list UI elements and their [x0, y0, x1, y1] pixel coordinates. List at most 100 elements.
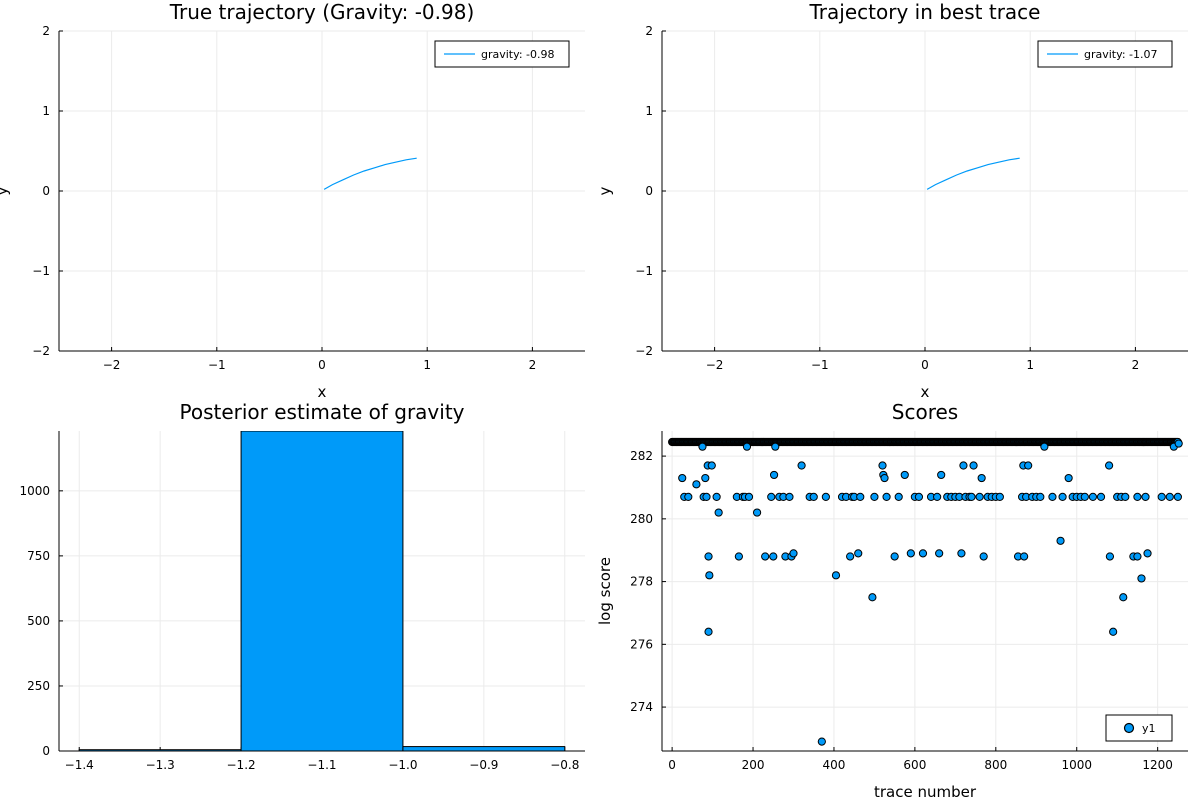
chart-panel-4: 0 200 400 600 800 1000 1200 274 276 278 280 282 Scor…: [596, 400, 1188, 800]
scatter-point: [712, 492, 721, 501]
y-tick-label: 278: [630, 575, 653, 589]
scatter-point: [906, 549, 915, 558]
scatter-point: [1105, 552, 1115, 561]
x-tick-label: 2: [1132, 358, 1140, 372]
scatter-point: [870, 492, 879, 501]
scatter-point: [878, 461, 887, 470]
scatter-point: [705, 571, 714, 580]
legend-box: [1105, 714, 1173, 742]
x-tick-label: 0: [668, 758, 676, 772]
scatter-point: [742, 442, 752, 451]
plot-area: [323, 157, 417, 190]
chart-title: Trajectory in best trace: [809, 0, 1041, 24]
scatter-point: [1165, 492, 1174, 501]
scatter-point: [797, 461, 806, 470]
scatter-point: [969, 461, 978, 470]
scatter-point: [846, 552, 855, 561]
scatter-point: [900, 470, 909, 480]
y-tick-label: 750: [27, 549, 50, 563]
x-tick-label: −1: [811, 358, 829, 372]
y-tick-label: 0: [42, 184, 50, 198]
scatter-point: [1088, 492, 1098, 501]
x-axis-label: x: [318, 383, 327, 401]
legend-label: gravity: -1.07: [1084, 48, 1158, 61]
scatter-point: [995, 492, 1004, 501]
scatter-point: [979, 552, 988, 561]
x-tick-label: 1200: [1142, 758, 1173, 772]
scatter-point: [894, 492, 903, 501]
x-tick-label: 600: [903, 758, 926, 772]
x-tick-label: −1: [208, 358, 226, 372]
scatter-point: [957, 549, 966, 558]
series-line: [323, 157, 417, 190]
x-tick-label: 800: [984, 758, 1007, 772]
scatter-point: [1105, 461, 1114, 470]
chart-title: True trajectory (Gravity: -0.98): [169, 0, 475, 24]
y-tick-label: 0: [42, 744, 50, 758]
chart-panel-1: −2 −1 0 1 2 −2 −1 0 1 2 True trajectory (Gravity: …: [0, 0, 585, 401]
x-tick-label: 2: [529, 358, 537, 372]
scatter-point: [1119, 593, 1128, 602]
scatter-point: [977, 473, 986, 483]
x-tick-label: −1.3: [146, 758, 175, 772]
series-line: [926, 157, 1020, 190]
scatter-point: [714, 508, 723, 517]
scatter-point: [771, 442, 780, 451]
y-tick-label: 1000: [19, 484, 50, 498]
scatter-point: [704, 552, 713, 561]
y-tick-label: 1: [42, 104, 50, 118]
legend-label: gravity: -0.98: [481, 48, 555, 61]
y-axis-label: y: [596, 186, 614, 195]
scatter-point: [817, 737, 826, 746]
scatter-point: [1141, 492, 1150, 501]
scatter-point: [767, 492, 776, 501]
x-tick-label: −0.8: [550, 758, 579, 772]
x-tick-label: 1: [1026, 358, 1034, 372]
scatter-point: [769, 470, 779, 480]
scatter-point: [1056, 536, 1065, 545]
x-tick-label: 400: [823, 758, 846, 772]
scatter-point: [702, 492, 711, 501]
scatter-point: [1020, 552, 1029, 561]
scatter-point: [854, 549, 863, 558]
scatter-point: [692, 480, 701, 489]
y-tick-label: 280: [630, 512, 653, 526]
scatter-point: [744, 492, 754, 501]
scatter-point: [809, 492, 818, 501]
scatter-point: [1024, 461, 1033, 470]
scatter-point: [959, 461, 968, 470]
legend-label: y1: [1142, 722, 1156, 735]
scatter-point: [937, 470, 946, 480]
histogram-bar: [240, 431, 404, 751]
scatter-point: [1133, 552, 1142, 561]
x-tick-label: −1.4: [65, 758, 94, 772]
x-tick-label: 0: [318, 358, 326, 372]
y-tick-label: 1: [645, 104, 653, 118]
scatter-point: [1096, 492, 1106, 501]
y-tick-label: −2: [32, 344, 50, 358]
scatter-point: [882, 492, 891, 501]
histogram-bar: [78, 749, 242, 751]
x-tick-label: −1.0: [388, 758, 417, 772]
legend-marker-swatch: [1123, 722, 1135, 734]
scatter-point: [821, 492, 830, 501]
chart-title: Scores: [892, 400, 958, 424]
x-tick-label: 200: [742, 758, 765, 772]
scatter-point: [769, 552, 778, 561]
scatter-point: [785, 492, 794, 501]
scatter-point: [1137, 574, 1146, 583]
scatter-point: [1121, 492, 1130, 501]
legend: y1: [1105, 714, 1173, 742]
scatter-point: [1133, 492, 1142, 501]
scatter-point: [1173, 492, 1182, 501]
chart-panel-3: −1.4 −1.3 −1.2 −1.1 −1.0 −0.9 −0.8 0 250 500 750 10…: [19, 400, 585, 772]
scatter-point: [734, 552, 743, 561]
y-tick-label: −2: [635, 344, 653, 358]
plot-area: [668, 437, 1183, 746]
scatter-point: [789, 549, 798, 558]
scatter-point: [914, 492, 924, 501]
scatter-point: [1174, 439, 1183, 448]
scatter-point: [1080, 492, 1089, 501]
scatter-point: [1157, 492, 1166, 501]
scatter-point: [868, 593, 877, 602]
